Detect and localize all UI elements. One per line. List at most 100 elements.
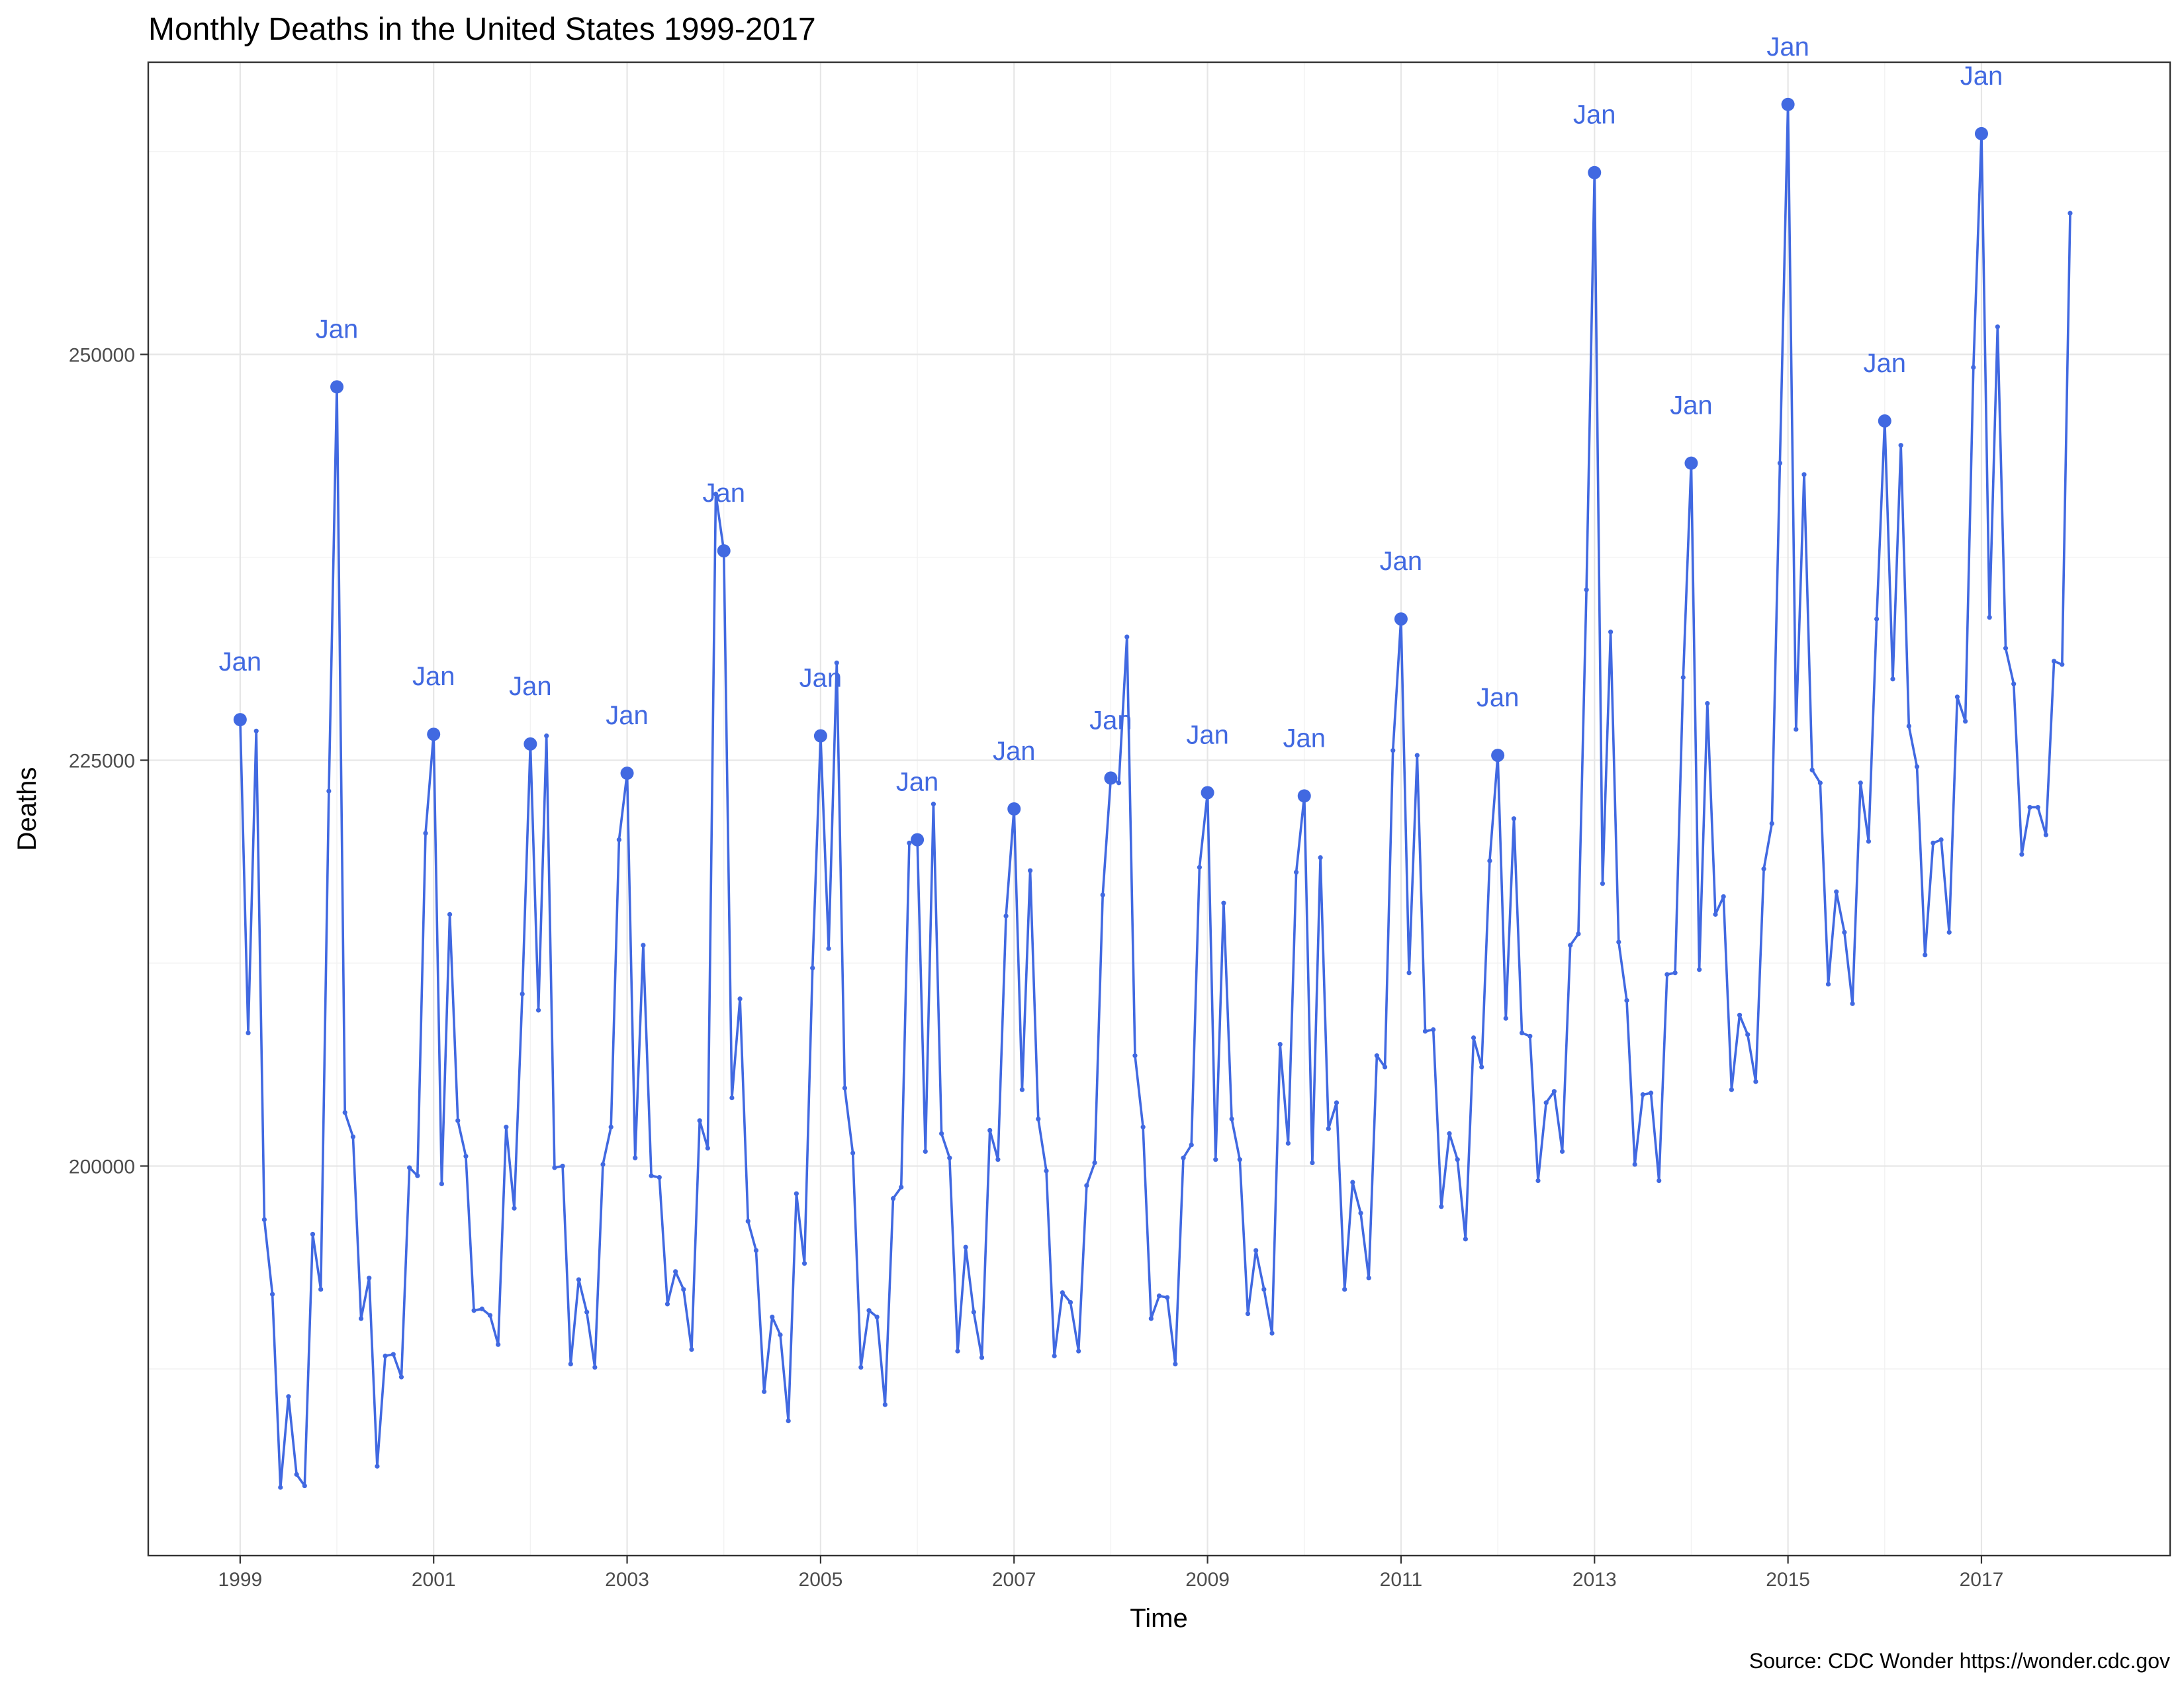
data-point	[762, 1389, 767, 1394]
data-point	[971, 1309, 976, 1315]
data-point	[850, 1150, 856, 1156]
data-point	[1874, 616, 1880, 622]
data-point	[882, 1402, 887, 1407]
january-label: Jan	[316, 314, 359, 344]
data-point	[753, 1248, 759, 1253]
x-tick-label: 1999	[218, 1569, 262, 1591]
data-point	[786, 1418, 791, 1424]
data-point	[1213, 1157, 1218, 1162]
data-point	[1253, 1248, 1259, 1253]
data-point	[1543, 1100, 1549, 1105]
data-point	[294, 1472, 299, 1477]
data-point	[1116, 780, 1122, 786]
data-point	[1084, 1183, 1089, 1188]
data-point	[310, 1231, 316, 1237]
data-point	[318, 1287, 324, 1292]
january-point	[1104, 771, 1118, 785]
data-point	[1285, 1141, 1291, 1146]
x-tick-label: 2015	[1766, 1569, 1810, 1591]
january-point	[523, 737, 537, 751]
january-point	[1491, 749, 1505, 763]
data-point	[1036, 1116, 1041, 1121]
data-point	[1584, 587, 1589, 592]
data-point	[398, 1374, 404, 1380]
january-point	[1878, 414, 1891, 428]
data-point	[1914, 764, 1920, 769]
data-point	[367, 1276, 372, 1281]
data-point	[1350, 1180, 1355, 1185]
data-point	[1705, 701, 1710, 706]
data-point	[834, 660, 839, 665]
data-point	[415, 1173, 420, 1178]
data-point	[302, 1483, 307, 1489]
x-tick-label: 2009	[1185, 1569, 1230, 1591]
data-point	[1890, 677, 1895, 682]
y-tick-label: 225000	[69, 750, 135, 772]
y-axis: 200000 225000 250000	[69, 344, 148, 1178]
data-point	[1898, 443, 1903, 448]
january-point	[911, 833, 925, 847]
data-point	[1358, 1210, 1363, 1216]
data-point	[1906, 724, 1911, 729]
data-point	[1148, 1316, 1154, 1321]
data-point	[1326, 1126, 1331, 1131]
data-point	[874, 1314, 880, 1320]
data-point	[1310, 1160, 1315, 1166]
january-label: Jan	[412, 662, 455, 691]
points-layer	[233, 97, 2073, 1490]
january-point	[427, 727, 441, 741]
data-point	[1535, 1178, 1541, 1184]
data-point	[1850, 1001, 1855, 1006]
data-point	[568, 1362, 573, 1367]
data-point	[520, 991, 525, 997]
data-point	[1447, 1131, 1452, 1137]
january-point	[1974, 126, 1988, 140]
data-point	[576, 1277, 582, 1282]
x-tick-label: 2011	[1380, 1569, 1423, 1591]
data-point	[1334, 1100, 1340, 1105]
data-point	[350, 1134, 355, 1139]
data-point	[1406, 970, 1412, 976]
data-point	[1028, 868, 1033, 873]
data-point	[2011, 681, 2017, 686]
january-label: Jan	[509, 672, 552, 701]
data-point	[705, 1145, 710, 1151]
data-point	[649, 1173, 654, 1178]
data-point	[1245, 1311, 1251, 1317]
data-point	[657, 1175, 662, 1180]
data-point	[1181, 1155, 1186, 1160]
x-tick-label: 2013	[1572, 1569, 1617, 1591]
data-point	[1769, 821, 1774, 826]
data-point	[1616, 939, 1621, 945]
x-axis-title: Time	[1130, 1604, 1187, 1633]
data-point	[2060, 662, 2065, 667]
data-point	[1640, 1092, 1645, 1098]
data-point	[1124, 634, 1130, 639]
data-point	[447, 912, 453, 917]
data-point	[737, 996, 743, 1002]
data-point	[390, 1352, 396, 1357]
data-point	[1648, 1090, 1654, 1096]
data-point	[931, 802, 936, 807]
data-point	[584, 1309, 590, 1315]
data-point	[512, 1205, 517, 1211]
data-point	[995, 1157, 1001, 1162]
data-point	[1382, 1064, 1388, 1070]
data-point	[1229, 1116, 1234, 1121]
data-point	[2051, 659, 2057, 664]
data-point	[842, 1086, 848, 1091]
january-label: Jan	[1960, 62, 2003, 91]
data-point	[866, 1308, 872, 1313]
data-point	[1237, 1157, 1242, 1162]
data-point	[1632, 1162, 1637, 1167]
data-point	[770, 1314, 775, 1320]
data-point	[1729, 1087, 1734, 1092]
data-point	[987, 1127, 993, 1133]
x-axis: 1999 2001 2003 2005 2007 2009 2011 2013 2015 2017	[218, 1556, 2003, 1591]
data-point	[1825, 982, 1831, 987]
january-label: Jan	[799, 664, 842, 693]
data-point	[1664, 972, 1670, 977]
data-point	[592, 1364, 598, 1370]
data-point	[1753, 1079, 1758, 1084]
data-point	[2068, 211, 2073, 216]
